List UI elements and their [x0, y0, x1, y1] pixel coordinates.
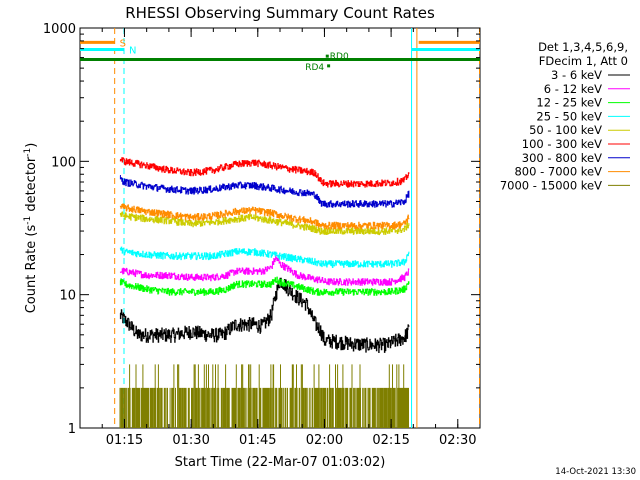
plot-area: SN RD0 RD4 01:15 01:30 01:45 02:00 02:15 02:30 1…: [43, 22, 481, 448]
x-tick-label: 02:30: [439, 433, 476, 448]
series-line-1: [119, 255, 410, 286]
series-layer: [119, 157, 410, 428]
x-tick-label: 01:15: [106, 433, 143, 448]
y-axis-label-main: Count Rate (s: [24, 225, 39, 314]
y-tick-label: 10: [59, 289, 76, 304]
night-label: N: [129, 45, 136, 56]
legend-label-3: 25 - 50 keV: [536, 109, 602, 123]
axis-layer: 01:15 01:30 01:45 02:00 02:15 02:30 1 10 100 1000: [43, 22, 481, 448]
legend-label-5: 100 - 300 keV: [522, 137, 602, 151]
legend-label-2: 12 - 25 keV: [536, 96, 602, 110]
series-line-3: [119, 246, 410, 268]
x-tick-label: 02:00: [306, 433, 343, 448]
y-axis-label: Count Rate (s-1 detector-1): [23, 143, 39, 314]
y-tick-label: 1: [68, 422, 76, 437]
y-axis-label-end: ): [24, 143, 39, 148]
x-tick-label: 01:30: [172, 433, 209, 448]
y-axis-label-sup1: -1: [23, 216, 33, 225]
chart-title: RHESSI Observing Summary Count Rates: [125, 4, 435, 22]
rd0-label: RD0: [330, 52, 349, 62]
series-line-6: [119, 175, 410, 208]
y-axis-label-mid: detector: [24, 156, 39, 216]
x-tick-label: 02:15: [372, 433, 409, 448]
y-tick-label: 1000: [43, 22, 76, 37]
series-line-7: [119, 203, 410, 230]
series-line-5: [119, 157, 410, 188]
series-line-8: [119, 364, 409, 428]
y-tick-label: 100: [51, 155, 76, 170]
x-tick-label: 01:45: [239, 433, 276, 448]
series-line-0: [119, 277, 410, 353]
legend-label-6: 300 - 800 keV: [522, 151, 602, 165]
legend-label-7: 800 - 7000 keV: [514, 165, 602, 179]
saa-label: S: [120, 38, 126, 49]
legend-label-0: 3 - 6 keV: [551, 68, 602, 82]
y-axis-label-sup2: -1: [23, 148, 33, 157]
legend-label-1: 6 - 12 keV: [544, 82, 602, 96]
timestamp: 14-Oct-2021 13:30: [555, 467, 636, 477]
legend-header-2: FDecim 1, Att 0: [539, 54, 628, 68]
x-axis-label: Start Time (22-Mar-07 01:03:02): [175, 455, 386, 470]
rd0-marker: [325, 54, 329, 58]
rd4-marker: [327, 64, 331, 68]
rd4-label: RD4: [305, 63, 324, 73]
series-line-2: [119, 276, 410, 296]
legend-label-8: 7000 - 15000 keV: [500, 178, 602, 192]
legend: Det 1,3,4,5,6,9, FDecim 1, Att 0 3 - 6 k…: [500, 40, 630, 192]
marker-layer: SN RD0 RD4: [80, 28, 480, 428]
legend-label-4: 50 - 100 keV: [529, 123, 602, 137]
legend-header-1: Det 1,3,4,5,6,9,: [538, 40, 628, 54]
